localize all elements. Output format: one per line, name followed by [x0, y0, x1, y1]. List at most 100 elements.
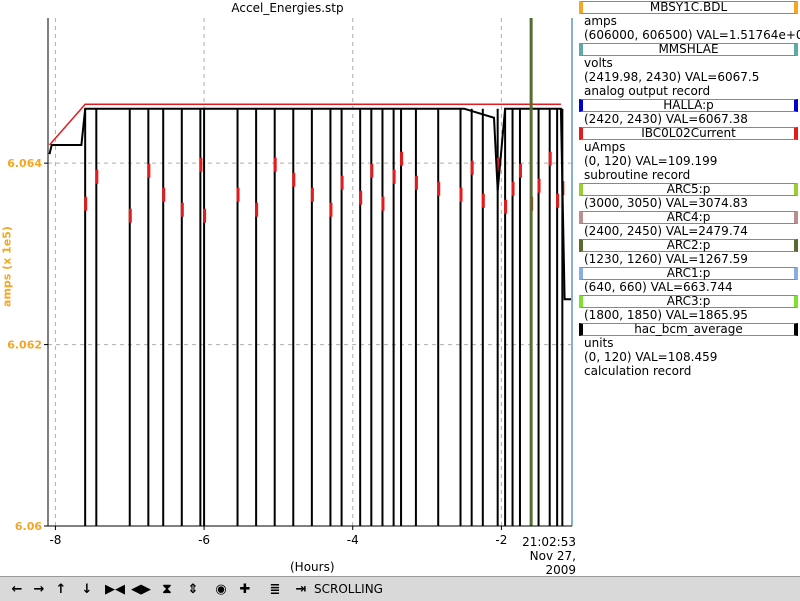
dropout-red-mark: [199, 157, 203, 172]
dropout-red-mark: [437, 181, 441, 196]
legend-series-name[interactable]: ARC1:p: [579, 267, 798, 280]
dropout-red-mark: [292, 172, 296, 187]
legend-entry[interactable]: ARC5:p (3000, 3050) VAL=3074.83: [577, 183, 800, 210]
x-tick-label: -6: [198, 533, 210, 547]
legend-detail: amps: [584, 14, 617, 28]
zoom-in-h-icon[interactable]: ▶◀: [105, 581, 125, 597]
legend-series-name[interactable]: hac_bcm_average: [579, 323, 798, 336]
legend-detail: (0, 120) VAL=108.459: [584, 350, 718, 364]
dropout-red-mark: [556, 193, 560, 208]
legend-detail: calculation record: [584, 364, 692, 378]
legend-entry[interactable]: ARC4:p (2400, 2450) VAL=2479.74: [577, 211, 800, 238]
legend-entry[interactable]: ARC3:p (1800, 1850) VAL=1865.95: [577, 295, 800, 322]
dropout-red-mark: [496, 157, 500, 172]
legend-series-name[interactable]: ARC5:p: [579, 183, 798, 196]
legend-detail: subroutine record: [584, 168, 691, 182]
legend-series-name[interactable]: HALLA:p: [579, 99, 798, 112]
tick-labels: 6.06 6.062 6.064 -8 -6 -4 -2: [7, 157, 507, 547]
dropout-red-mark: [470, 160, 474, 175]
y-axis-label: amps (x 1e5): [0, 226, 14, 307]
time-label-date: Nov 27, 2009: [529, 549, 576, 577]
legend-entry[interactable]: IBC0L02Current uAmps (0, 120) VAL=109.199 s…: [577, 127, 800, 182]
dropout-red-mark: [359, 190, 363, 205]
dropout-red-mark: [180, 202, 184, 217]
legend: MBSY1C.BDL amps (606000, 606500) VAL=1.517…: [577, 0, 800, 560]
axes: [44, 18, 572, 530]
x-tick-label: -4: [347, 533, 359, 547]
legend-detail: (2420, 2430) VAL=6067.38: [584, 112, 748, 126]
arrow-right-icon[interactable]: →: [33, 581, 45, 597]
dropout-red-mark: [414, 175, 418, 190]
dropout-red-mark: [381, 196, 385, 211]
dropout-red-mark: [147, 163, 151, 178]
dropout-red-mark: [340, 175, 344, 190]
legend-entry[interactable]: HALLA:p (2420, 2430) VAL=6067.38: [577, 99, 800, 126]
graph-icon[interactable]: ≣: [269, 581, 281, 597]
zoom-out-h-icon[interactable]: ◀▶: [131, 581, 151, 597]
x-tick-label: -8: [49, 533, 61, 547]
legend-entry[interactable]: hac_bcm_average units (0, 120) VAL=108.459…: [577, 323, 800, 378]
dropout-red-mark: [548, 151, 552, 166]
dropout-red-mark: [481, 193, 485, 208]
time-label-time: 21:02:53: [522, 535, 576, 549]
legend-series-name[interactable]: IBC0L02Current: [579, 127, 798, 140]
y-tick-label: 6.06: [15, 520, 42, 533]
legend-detail: (2400, 2450) VAL=2479.74: [584, 224, 748, 238]
legend-series-name[interactable]: MBSY1C.BDL: [579, 1, 798, 14]
legend-series-name[interactable]: MMSHLAE: [579, 43, 798, 56]
grid: [48, 18, 572, 526]
dropout-red-mark: [537, 178, 541, 193]
marker-lines: [529, 18, 573, 526]
dropout-red-mark: [203, 208, 207, 223]
legend-series-name[interactable]: ARC2:p: [579, 239, 798, 252]
legend-detail: (0, 120) VAL=109.199: [584, 154, 718, 168]
legend-series-name[interactable]: ARC4:p: [579, 211, 798, 224]
dropout-red-mark: [400, 151, 404, 166]
chart-title: Accel_Energies.stp: [231, 1, 344, 15]
dropout-red-mark: [273, 157, 277, 172]
x-tick-label: -2: [495, 533, 507, 547]
legend-detail: (2419.98, 2430) VAL=6067.5: [584, 70, 760, 84]
legend-entry[interactable]: MMSHLAE volts (2419.98, 2430) VAL=6067.5 an…: [577, 43, 800, 98]
legend-detail: (1230, 1260) VAL=1267.59: [584, 252, 748, 266]
legend-entry[interactable]: ARC2:p (1230, 1260) VAL=1267.59: [577, 239, 800, 266]
dropout-red-mark: [236, 187, 240, 202]
dropout-red-mark: [162, 187, 166, 202]
zoom-in-v-icon[interactable]: ⧗: [162, 581, 172, 597]
legend-detail: analog output record: [584, 84, 711, 98]
dropout-red-mark: [370, 163, 374, 178]
dropout-red-mark: [329, 202, 333, 217]
scroll-status: SCROLLING: [314, 582, 383, 596]
arrow-down-icon[interactable]: ↓: [81, 581, 93, 597]
dropout-red-mark: [84, 196, 88, 211]
y-tick-label: 6.062: [7, 339, 42, 352]
center-icon[interactable]: ◉: [215, 581, 227, 597]
series-line-ibc0l02current: [48, 103, 561, 146]
add-icon[interactable]: ✚: [239, 581, 251, 597]
dropout-red-mark: [310, 187, 314, 202]
legend-detail: (1800, 1850) VAL=1865.95: [584, 308, 748, 322]
legend-entry[interactable]: ARC1:p (640, 660) VAL=663.744: [577, 267, 800, 294]
legend-detail: volts: [584, 56, 613, 70]
scroll-end-icon[interactable]: ⇥: [295, 581, 307, 597]
plot-area[interactable]: 6.06 6.062 6.064 -8 -6 -4 -2: [0, 0, 577, 576]
dropout-lines: [84, 108, 565, 526]
dropout-red-mark: [95, 169, 99, 184]
zoom-out-v-icon[interactable]: ⇕: [187, 581, 199, 597]
legend-series-name[interactable]: ARC3:p: [579, 295, 798, 308]
dropout-red-mark: [504, 199, 508, 214]
arrow-up-icon[interactable]: ↑: [55, 581, 67, 597]
dropout-red-mark: [255, 202, 259, 217]
time-label: 21:02:53 Nov 27, 2009: [498, 535, 576, 577]
series-lines: [48, 103, 572, 301]
arrow-left-icon[interactable]: ←: [11, 581, 23, 597]
legend-detail: uAmps: [584, 140, 626, 154]
dropout-red-mark: [128, 208, 132, 223]
dropout-red-mark: [392, 169, 396, 184]
toolbar: ← → ↑ ↓ ▶◀ ◀▶ ⧗ ⇕ ◉ ✚ ≣ ⇥ SCROLLING: [0, 576, 800, 601]
legend-detail: (606000, 606500) VAL=1.51764e+06: [584, 28, 800, 42]
dropout-red-mark: [518, 163, 522, 178]
series-line-hac-bcm-average: [48, 107, 572, 301]
legend-entry[interactable]: MBSY1C.BDL amps (606000, 606500) VAL=1.517…: [577, 1, 800, 42]
legend-detail: (640, 660) VAL=663.744: [584, 280, 733, 294]
